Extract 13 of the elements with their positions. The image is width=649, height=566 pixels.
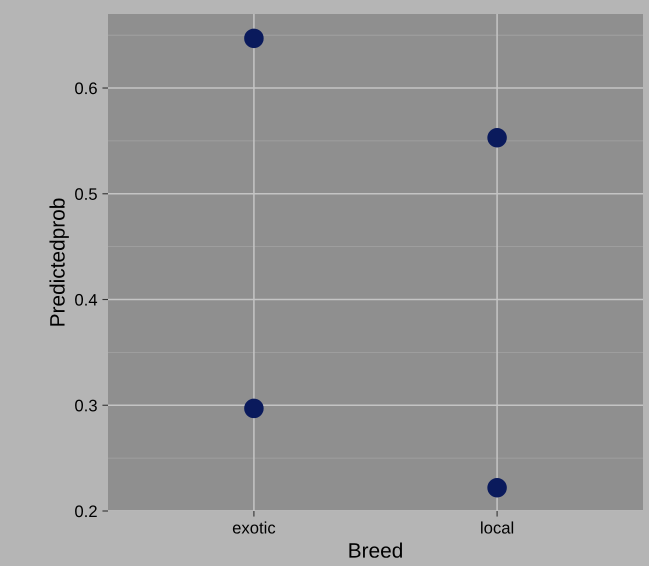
y-tick-label: 0.3	[75, 400, 97, 412]
y-tick-label: 0.6	[75, 82, 97, 94]
x-tick-label: local	[481, 521, 514, 534]
point	[487, 478, 507, 498]
point	[487, 128, 507, 148]
y-axis-title: Predictedprob	[49, 198, 69, 326]
point	[244, 28, 264, 48]
x-tick-label: exotic	[232, 521, 276, 534]
point	[244, 398, 264, 418]
x-axis-title: Breed	[349, 542, 402, 558]
y-tick-label: 0.4	[75, 294, 98, 306]
y-tick-label: 0.5	[75, 188, 97, 200]
y-tick-label: 0.2	[75, 505, 97, 518]
